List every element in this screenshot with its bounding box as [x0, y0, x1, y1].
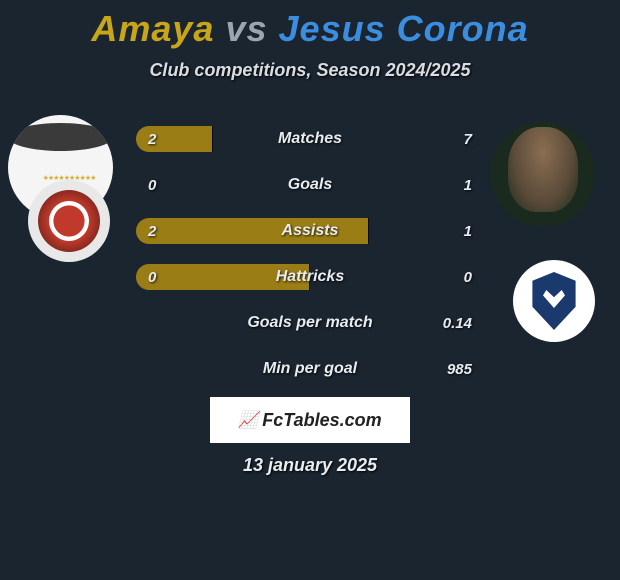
chart-icon: 📈 [238, 410, 258, 430]
bar-value-right: 7 [464, 126, 472, 152]
vs-text: vs [225, 8, 267, 49]
bar-label: Goals per match [136, 310, 484, 336]
bar-value-right: 1 [464, 172, 472, 198]
bar-value-right: 0 [464, 264, 472, 290]
date-text: 13 january 2025 [0, 455, 620, 476]
avatar-placeholder-shape [8, 123, 113, 151]
stat-bar-row: 2Matches7 [135, 125, 485, 153]
avatar-face-shape [508, 127, 578, 212]
subtitle: Club competitions, Season 2024/2025 [0, 60, 620, 81]
player2-avatar [490, 122, 595, 227]
bar-value-right: 1 [464, 218, 472, 244]
player2-name: Jesus Corona [279, 8, 529, 49]
player1-name: Amaya [91, 8, 214, 49]
stat-bar-row: Goals per match0.14 [135, 309, 485, 337]
stat-bar-row: 0Hattricks0 [135, 263, 485, 291]
stats-bars-container: 2Matches70Goals12Assists10Hattricks0Goal… [135, 125, 485, 401]
stat-bar-row: 0Goals1 [135, 171, 485, 199]
badge-shield [530, 272, 578, 330]
bar-label: Goals [136, 172, 484, 198]
bar-label: Assists [136, 218, 484, 244]
comparison-title: Amaya vs Jesus Corona [0, 0, 620, 50]
badge-inner [38, 190, 100, 252]
stat-bar-row: Min per goal985 [135, 355, 485, 383]
stat-bar-row: 2Assists1 [135, 217, 485, 245]
player1-club-badge: ★★★★★★★★★★ [28, 180, 110, 262]
bar-value-right: 0.14 [443, 310, 472, 336]
player2-club-badge [513, 260, 595, 342]
bar-label: Min per goal [136, 356, 484, 382]
badge-stars: ★★★★★★★★★★ [28, 174, 110, 182]
bar-label: Hattricks [136, 264, 484, 290]
watermark: 📈 FcTables.com [210, 397, 410, 443]
bar-value-right: 985 [447, 356, 472, 382]
bar-label: Matches [136, 126, 484, 152]
watermark-text: FcTables.com [262, 410, 381, 431]
